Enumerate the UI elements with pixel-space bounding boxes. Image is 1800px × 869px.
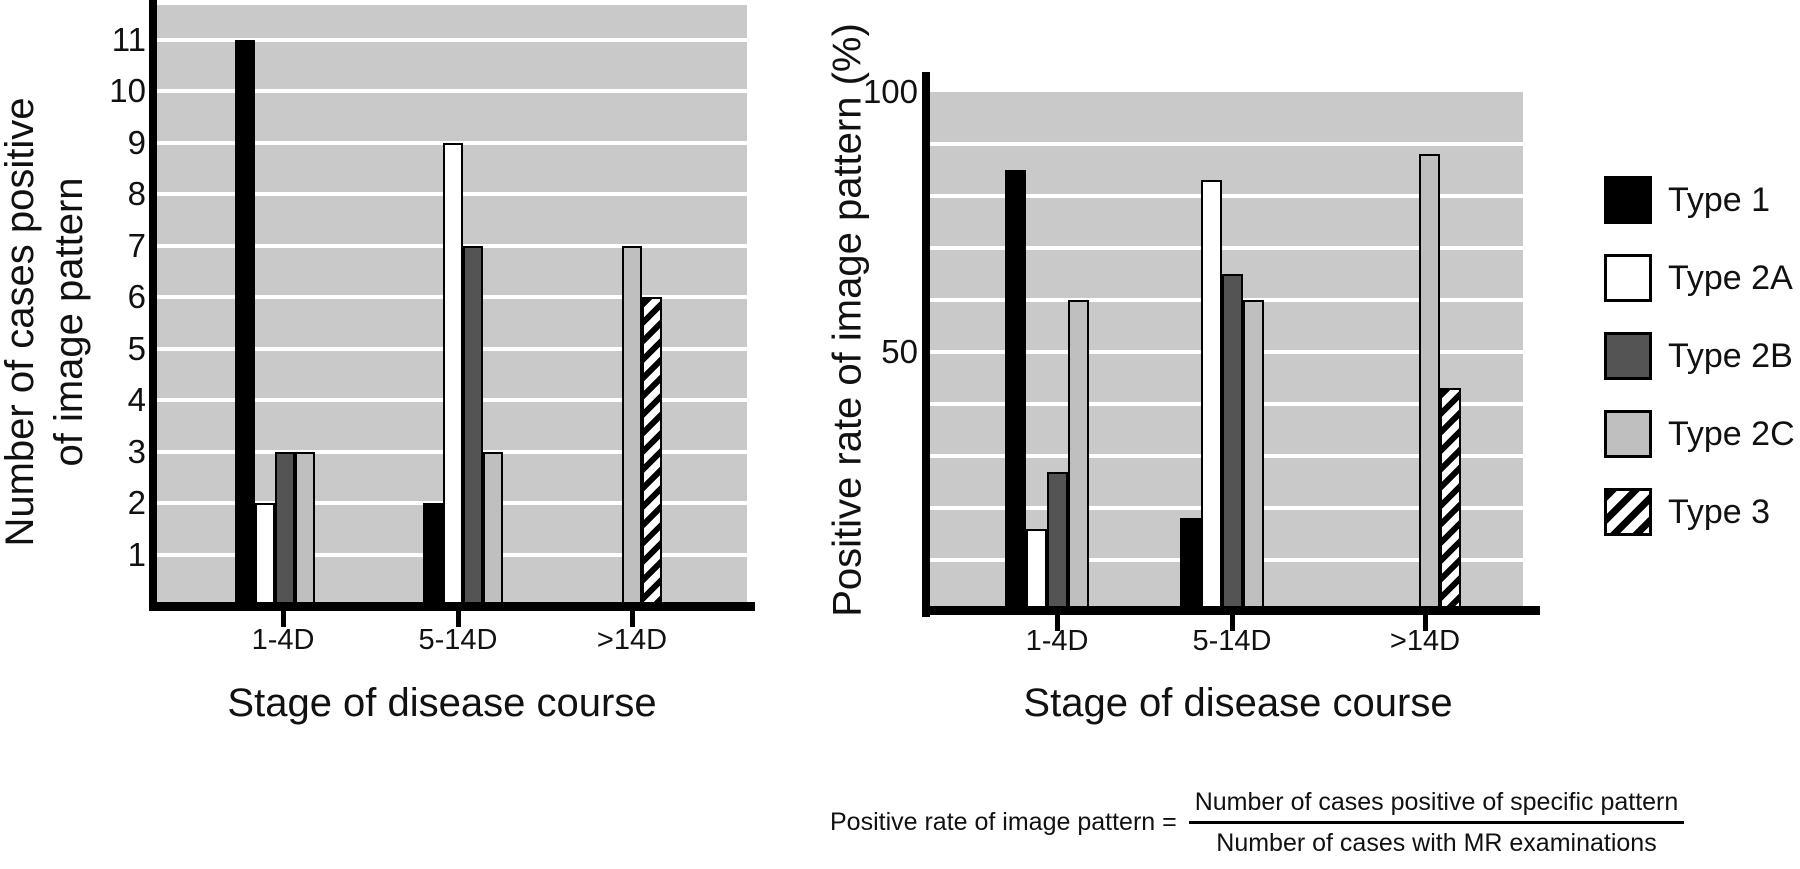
right-x-axis-title: Stage of disease course (1023, 681, 1453, 725)
x-tick-mark (1230, 615, 1235, 631)
right-y-axis-line (922, 72, 930, 617)
x-tick-label: 1-4D (251, 624, 315, 656)
legend-swatch-type-2b (1604, 332, 1652, 380)
y-tick-label: 3 (127, 432, 146, 470)
bar-type-1 (235, 39, 255, 604)
y-tick-label: 4 (127, 381, 146, 418)
legend-label-type-3: Type 3 (1668, 492, 1771, 531)
bar-type-2c (295, 451, 315, 604)
legend-item-type-2b: Type 2B (1604, 332, 1795, 380)
x-tick-mark (1055, 615, 1060, 631)
legend-label-type-2c: Type 2C (1668, 414, 1795, 453)
formula-numerator: Number of cases positive of specific pat… (1188, 786, 1685, 824)
bar-type-2b (463, 245, 483, 604)
legend-swatch-type-1 (1604, 176, 1652, 224)
right-x-axis-line (922, 606, 1540, 615)
legend-item-type-1: Type 1 (1604, 176, 1795, 224)
bar-type-1 (1005, 170, 1026, 610)
y-tick-label: 7 (127, 226, 146, 264)
legend-swatch-type-2c (1604, 410, 1652, 458)
legend-label-type-2b: Type 2B (1668, 336, 1793, 375)
legend-item-type-2c: Type 2C (1604, 410, 1795, 458)
bar-type-2c (1068, 300, 1089, 610)
x-tick-mark (456, 611, 461, 627)
y-tick-label: 6 (127, 278, 146, 315)
gridline (930, 142, 1523, 146)
left-y-axis-line (149, 0, 157, 611)
legend-swatch-type-3 (1604, 488, 1652, 536)
left-x-axis-title: Stage of disease course (227, 681, 657, 725)
bar-type-2b (1047, 471, 1068, 610)
left-y-axis-label-line2: of image pattern (47, 177, 91, 467)
legend-item-type-3: Type 3 (1604, 488, 1795, 536)
left-y-axis-label: Number of cases positive of image patter… (0, 97, 94, 546)
x-tick-mark (630, 611, 635, 627)
positive-rate-formula: Positive rate of image pattern = Number … (830, 786, 1685, 859)
legend-item-type-2a: Type 2A (1604, 254, 1795, 302)
bar-type-3 (642, 297, 662, 604)
gridline (157, 89, 747, 93)
bar-type-1 (423, 503, 443, 604)
bar-type-2a (443, 142, 463, 604)
y-tick-label: 1 (127, 535, 146, 573)
bar-type-2c (1419, 154, 1440, 610)
bar-type-2c (622, 245, 642, 604)
y-tick-label: 10 (109, 72, 146, 109)
x-tick-mark (1423, 615, 1428, 631)
gridline (930, 246, 1523, 250)
right-y-axis-label: Positive rate of image pattern (%) (824, 23, 873, 617)
bar-type-2b (275, 451, 295, 604)
gridline (930, 194, 1523, 198)
y-tick-label: 100 (862, 73, 918, 110)
y-tick-label: 50 (881, 333, 918, 370)
x-tick-label: 5-14D (418, 624, 498, 656)
x-tick-mark (281, 611, 286, 627)
bar-type-2a (1201, 180, 1222, 610)
bar-type-2c (1243, 300, 1264, 610)
y-tick-label: 2 (127, 484, 146, 521)
y-tick-label: 9 (127, 123, 146, 161)
legend-label-type-1: Type 1 (1668, 180, 1771, 219)
bar-type-2a (255, 503, 275, 604)
y-tick-label: 5 (127, 329, 146, 367)
x-tick-label: >14D (596, 624, 668, 656)
bar-type-3 (1440, 388, 1461, 610)
formula-denominator: Number of cases with MR examinations (1216, 829, 1657, 857)
bar-type-2c (483, 451, 503, 604)
formula-lhs: Positive rate of image pattern = (830, 808, 1177, 836)
y-tick-label: 11 (111, 20, 146, 58)
bar-type-2a (1026, 528, 1047, 610)
legend-label-type-2a: Type 2A (1668, 258, 1793, 297)
gridline (157, 37, 747, 42)
bar-type-1 (1180, 518, 1201, 610)
legend-swatch-type-2a (1604, 254, 1652, 302)
bar-type-2b (1222, 274, 1243, 610)
formula-fraction: Number of cases positive of specific pat… (1188, 786, 1685, 859)
legend: Type 1 Type 2A Type 2B Type 2C Type 3 (1604, 176, 1795, 566)
right-y-axis-label-line1: Positive rate of image pattern (%) (825, 23, 870, 617)
left-y-axis-label-line1: Number of cases positive (0, 97, 42, 547)
y-tick-label: 8 (127, 175, 146, 212)
left-x-axis-line (149, 602, 755, 611)
